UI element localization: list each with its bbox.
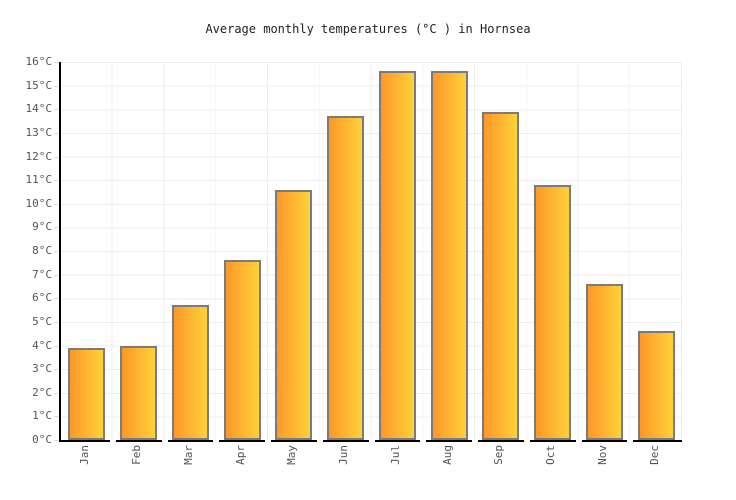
x-axis-label: Mar — [181, 445, 195, 465]
y-axis-tick — [54, 203, 59, 205]
x-axis-label: Jul — [388, 445, 402, 465]
bar-slot-may — [268, 62, 320, 440]
x-axis-label: Dec — [647, 445, 661, 465]
x-axis-tick-gap — [316, 440, 323, 442]
y-axis-tick — [54, 345, 59, 347]
y-axis-label: 13°C — [25, 125, 53, 139]
y-axis-tick — [54, 62, 59, 63]
bar-apr — [223, 260, 261, 440]
y-axis-label: 0°C — [32, 433, 52, 446]
bar-slot-aug — [423, 62, 475, 440]
y-axis-tick — [54, 251, 59, 252]
y-axis-label: 1°C — [32, 409, 52, 423]
x-axis: Jan Feb Mar Apr May Jun Jul Aug Sep Oct Nov Dec — [59, 445, 680, 465]
y-axis-label: 15°C — [25, 78, 53, 92]
bar-jan — [68, 347, 106, 440]
bar-slot-sep — [475, 62, 527, 440]
x-axis-slot: May — [266, 445, 318, 465]
bar-slot-dec — [630, 62, 682, 440]
x-axis-tick-gap — [575, 440, 582, 442]
x-axis-tick-gap — [213, 440, 220, 442]
chart-title: Average monthly temperatures (°C ) in Ho… — [205, 22, 531, 36]
y-axis-label: 11°C — [25, 173, 53, 187]
y-axis-label: 8°C — [32, 244, 52, 257]
x-axis-slot: Apr — [214, 445, 266, 465]
y-axis-label: 7°C — [32, 267, 52, 281]
y-axis-label: 9°C — [32, 220, 52, 234]
bar-sep — [482, 111, 520, 440]
bar-slot-feb — [113, 62, 165, 440]
y-axis-label: 14°C — [25, 102, 53, 116]
bar-slot-mar — [165, 62, 217, 440]
x-axis-label: Feb — [130, 445, 144, 465]
y-axis-tick — [54, 274, 59, 276]
bar-slot-jun — [320, 62, 372, 440]
bar-mar — [171, 305, 209, 440]
y-axis-tick — [54, 132, 59, 134]
bar-slot-jul — [372, 62, 424, 440]
x-axis-slot: Mar — [163, 445, 215, 465]
y-axis: 0°C 1°C 2°C 3°C 4°C 5°C 6°C 7°C 8°C 9°C 10°C 11°C 12… — [0, 0, 53, 500]
y-axis-tick — [54, 392, 59, 394]
plot-area — [54, 62, 682, 442]
y-axis-label: 10°C — [25, 196, 53, 210]
y-axis-tick — [54, 440, 59, 441]
x-axis-label: Jun — [337, 445, 351, 465]
y-axis-tick — [54, 416, 59, 418]
x-axis-label: Sep — [492, 445, 506, 465]
bar-jun — [327, 116, 365, 440]
x-axis-label: Nov — [595, 445, 609, 465]
x-axis-tick-gap — [265, 440, 271, 442]
x-axis-slot: Aug — [421, 445, 473, 465]
x-axis-label: Aug — [440, 445, 454, 465]
y-axis-tick — [54, 298, 59, 300]
bar-oct — [534, 184, 572, 440]
x-axis-label: Jan — [78, 445, 92, 465]
x-axis-tick-gap — [368, 440, 375, 442]
x-axis-slot: Jul — [370, 445, 422, 465]
x-axis-tick-gap — [420, 440, 427, 442]
y-axis-tick — [54, 156, 59, 158]
bar-feb — [120, 345, 158, 440]
x-axis-label: Apr — [233, 445, 247, 465]
x-axis-label: May — [285, 445, 299, 465]
x-axis-slot: Nov — [577, 445, 629, 465]
bar-slot-nov — [579, 62, 631, 440]
y-axis-tick — [54, 227, 59, 229]
bar-nov — [585, 284, 623, 440]
y-axis-label: 5°C — [32, 314, 52, 328]
x-axis-tick-gap — [109, 440, 116, 442]
bar-aug — [430, 71, 468, 440]
y-axis-label: 2°C — [32, 385, 52, 399]
bar-slot-oct — [527, 62, 579, 440]
bar-jul — [378, 71, 416, 440]
y-axis-tick — [54, 180, 59, 182]
x-axis-tick-gap — [472, 440, 478, 442]
x-axis-slot: Sep — [473, 445, 525, 465]
x-axis-slot: Jun — [318, 445, 370, 465]
y-axis-tick — [54, 109, 59, 111]
y-axis-label: 3°C — [32, 362, 52, 376]
y-axis-tick — [54, 85, 59, 87]
y-axis-label: 4°C — [32, 338, 52, 352]
x-axis-slot: Jan — [59, 445, 111, 465]
x-axis-tick-gap — [523, 440, 530, 442]
x-axis-slot: Dec — [628, 445, 680, 465]
x-axis-tick-gap — [161, 440, 168, 442]
x-axis-slot: Feb — [111, 445, 163, 465]
bar-slot-jan — [61, 62, 113, 440]
x-axis-slot: Oct — [525, 445, 577, 465]
x-axis-label: Oct — [544, 445, 558, 465]
y-axis-tick — [54, 369, 59, 371]
y-axis-label: 12°C — [25, 149, 53, 163]
bar-slot-apr — [216, 62, 268, 440]
y-axis-tick — [54, 321, 59, 323]
bar-series — [61, 62, 682, 440]
y-axis-label: 16°C — [25, 55, 53, 68]
y-axis-label: 6°C — [32, 291, 52, 305]
bar-dec — [637, 331, 675, 440]
bar-may — [275, 189, 313, 440]
x-axis-tick-gap — [627, 440, 634, 442]
